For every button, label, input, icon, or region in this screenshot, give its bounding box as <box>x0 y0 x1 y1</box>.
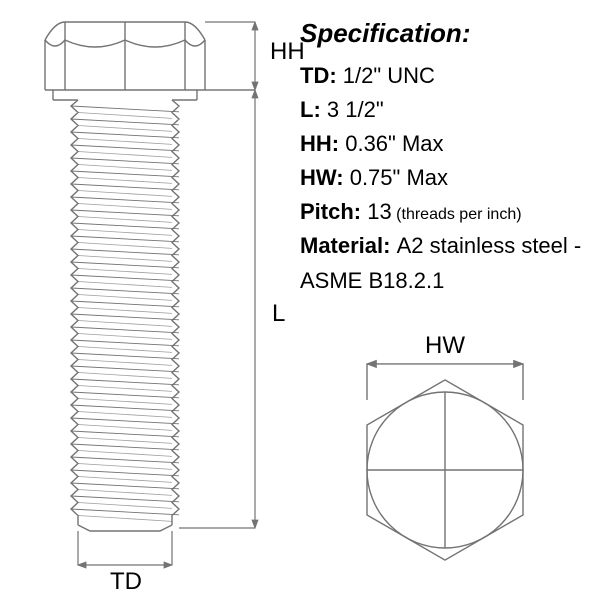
page-root: HH L TD Specification: TD: 1/2" UNCL: 3 … <box>0 0 600 600</box>
td-dim-label: TD <box>110 568 142 596</box>
spec-row-label: Pitch: <box>300 199 367 224</box>
spec-row-label: L: <box>300 97 327 122</box>
l-dim-label: L <box>272 300 285 328</box>
spec-row: HW: 0.75" Max <box>300 161 590 195</box>
spec-row-value: 0.75" Max <box>350 165 448 190</box>
spec-row: TD: 1/2" UNC <box>300 59 590 93</box>
spec-row: HH: 0.36" Max <box>300 127 590 161</box>
hex-svg <box>330 340 580 590</box>
bolt-side-diagram: HH L TD <box>0 0 290 600</box>
spec-row-label: HH: <box>300 131 345 156</box>
spec-rows: TD: 1/2" UNCL: 3 1/2"HH: 0.36" MaxHW: 0.… <box>300 59 590 298</box>
specification-block: Specification: TD: 1/2" UNCL: 3 1/2"HH: … <box>300 18 590 298</box>
spec-row: L: 3 1/2" <box>300 93 590 127</box>
spec-row: Material: A2 stainless steel - ASME B18.… <box>300 229 590 297</box>
spec-row-label: Material: <box>300 233 397 258</box>
spec-row-label: TD: <box>300 63 343 88</box>
spec-row-label: HW: <box>300 165 350 190</box>
spec-row-value: 1/2" UNC <box>343 63 435 88</box>
spec-row-value: 3 1/2" <box>327 97 384 122</box>
spec-row: Pitch: 13 (threads per inch) <box>300 195 590 229</box>
bolt-svg <box>0 0 290 600</box>
hw-dim-label: HW <box>425 332 465 360</box>
spec-row-value: 13 <box>367 199 391 224</box>
hex-top-view: HW <box>330 340 580 590</box>
spec-row-note: (threads per inch) <box>392 206 522 223</box>
spec-row-value: 0.36" Max <box>345 131 443 156</box>
spec-title: Specification: <box>300 18 590 49</box>
